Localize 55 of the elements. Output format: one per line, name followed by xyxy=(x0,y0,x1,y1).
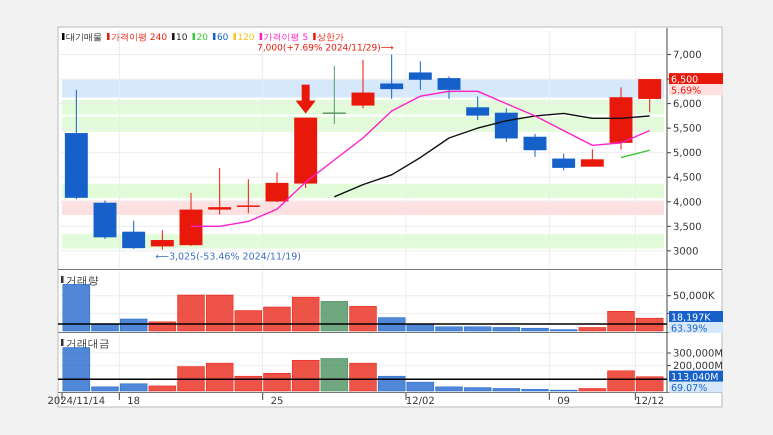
bar xyxy=(320,358,348,392)
legend-label: 상한가 xyxy=(317,33,344,43)
candlestick xyxy=(552,153,576,171)
x-tick-label: 25 xyxy=(270,396,284,407)
candlestick xyxy=(322,65,346,124)
y-tick-label: 4,000 xyxy=(673,197,702,208)
y-tick-label: 6,000 xyxy=(673,99,702,110)
text: 18,197K xyxy=(671,312,712,324)
annotation: ⟵3,025(-53.46% 2024/11/19) xyxy=(155,252,301,263)
y-tick-label: 200,000M xyxy=(673,361,723,372)
y-tick-label: 5,500 xyxy=(673,124,702,135)
text: 69.07% xyxy=(671,383,708,394)
chart-title: 거래대금 xyxy=(66,338,110,350)
candlestick xyxy=(380,54,404,100)
line-series xyxy=(334,112,650,198)
y-tick-label: 3,500 xyxy=(673,222,702,233)
y-tick-label: 5,000 xyxy=(673,148,702,160)
candlestick xyxy=(236,178,260,214)
y-tick-label: 3000 xyxy=(673,246,698,258)
legend-label: 120 xyxy=(237,33,255,43)
candlestick xyxy=(122,220,146,250)
candlestick xyxy=(208,167,232,216)
candlestick xyxy=(524,134,546,158)
text: 113,040M xyxy=(671,372,718,384)
chart-title: 거래량 xyxy=(66,275,99,287)
candlestick xyxy=(466,96,490,121)
legend-label: 대기매물 xyxy=(66,33,102,43)
candlestick xyxy=(352,59,374,109)
x-tick-label: 2024/11/14 xyxy=(48,396,106,407)
x-tick-label: 09 xyxy=(557,396,570,407)
x-tick-label: 12/02 xyxy=(406,396,435,407)
legend-label: 10 xyxy=(176,33,188,43)
y-tick-label: 4,500 xyxy=(673,172,702,184)
annotation: 7,000(+7.69% 2024/11/29)⟶ xyxy=(257,44,394,54)
text: 6,500 xyxy=(671,74,698,86)
x-tick-label: 18 xyxy=(127,396,140,407)
text: 5.69% xyxy=(671,86,702,97)
candlestick xyxy=(266,172,288,203)
bar xyxy=(349,306,377,332)
candlestick xyxy=(438,76,460,100)
y-tick-label: 7,000 xyxy=(673,50,702,62)
bar xyxy=(349,362,377,392)
bar xyxy=(320,301,348,332)
candlestick xyxy=(638,78,662,113)
candlestick xyxy=(408,60,432,90)
legend-label: 20 xyxy=(196,33,208,43)
legend-label: 가격이평 5 xyxy=(264,33,308,43)
candlestick xyxy=(580,148,604,168)
y-tick-label: 300,000M xyxy=(673,348,723,360)
y-tick-label: 50,000K xyxy=(673,291,715,302)
candlestick xyxy=(150,230,174,250)
legend-label: 60 xyxy=(216,33,229,43)
legend-label: 가격이평 240 xyxy=(111,33,168,43)
text: 63.39% xyxy=(671,324,708,334)
x-tick-label: 12/12 xyxy=(635,396,664,407)
